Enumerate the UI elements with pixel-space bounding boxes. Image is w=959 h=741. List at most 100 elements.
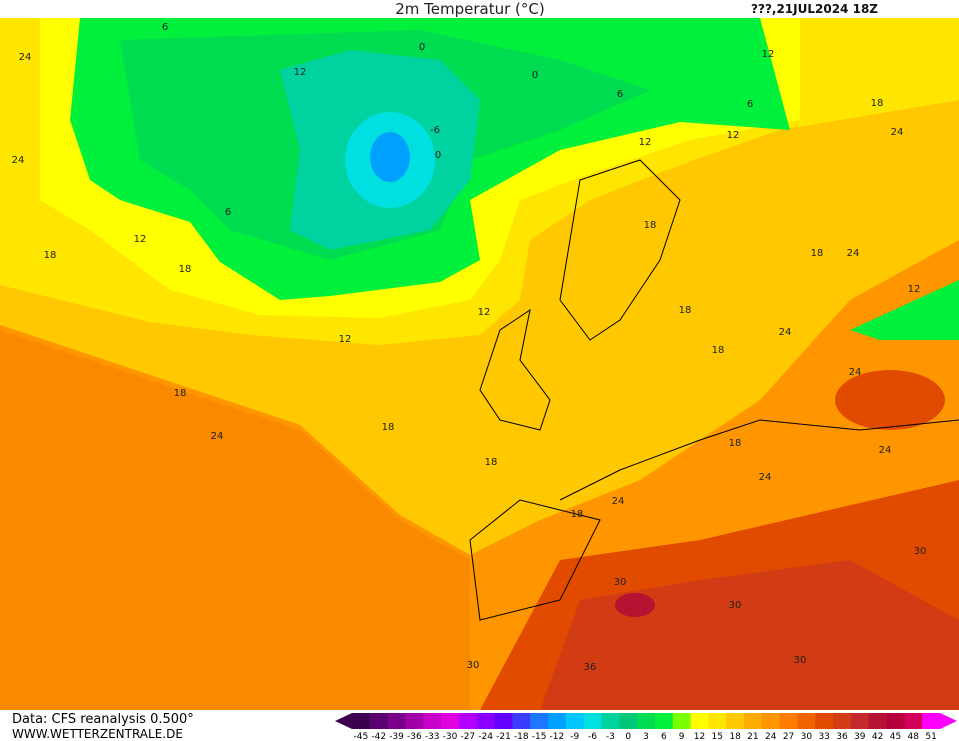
contour-label: 18 [679, 305, 692, 316]
contour-label: 24 [779, 327, 792, 338]
contour-label: 36 [584, 662, 597, 673]
scale-label: 51 [925, 732, 936, 741]
scale-label: -18 [514, 732, 529, 741]
scale-label: -15 [532, 732, 547, 741]
contour-label: 12 [134, 234, 147, 245]
scale-label: 15 [712, 732, 723, 741]
contour-label: 30 [729, 600, 742, 611]
scale-swatch [512, 713, 531, 729]
contour-label: 12 [478, 307, 491, 318]
scale-swatch [441, 713, 460, 729]
scale-swatch [922, 713, 941, 729]
scale-swatch [886, 713, 905, 729]
contour-label: 18 [871, 98, 884, 109]
scale-arrow-right [940, 713, 957, 729]
scale-swatch [387, 713, 406, 729]
scale-label: 33 [818, 732, 829, 741]
contour-label: 18 [811, 248, 824, 259]
scale-swatch [583, 713, 602, 729]
scale-label: -21 [496, 732, 511, 741]
scale-label: -24 [478, 732, 493, 741]
contour-label: 6 [747, 99, 753, 110]
contour-label: 24 [19, 52, 32, 63]
scale-label: -3 [606, 732, 615, 741]
scale-swatch [565, 713, 585, 729]
contour-label: 30 [914, 546, 927, 557]
scale-swatch [619, 713, 638, 729]
contour-label: 24 [849, 367, 862, 378]
scale-swatch [690, 713, 709, 729]
contour-label: 6 [162, 22, 168, 33]
title-bar [0, 0, 959, 18]
contour-label: 30 [614, 577, 627, 588]
scale-swatch [726, 713, 745, 729]
scale-swatch [797, 713, 816, 729]
scale-label: -39 [389, 732, 404, 741]
contour-label: 12 [339, 334, 352, 345]
scale-label: 48 [908, 732, 920, 741]
contour-label: 18 [729, 438, 742, 449]
contour-label: 18 [712, 345, 725, 356]
scale-label: -6 [588, 732, 597, 741]
contour-label: 24 [759, 472, 772, 483]
contour-label: 12 [294, 67, 307, 78]
scale-label: 12 [694, 732, 705, 741]
scale-label: 27 [783, 732, 794, 741]
color-scale: -45 -42 -39 -36 -33 -30 -27 -24 -21 -18 -15 -12 -9 -6… [335, 713, 957, 741]
contour-label: 18 [382, 422, 395, 433]
contour-label: 30 [467, 660, 480, 671]
scale-label: 45 [890, 732, 901, 741]
map-title: 2m Temperatur (°C) [395, 0, 545, 18]
contour-labels: 24 6 12 24 12 18 18 6 0 0 -6 0 6 6 12 12 12 18 24 18 18 24 12 1… [12, 22, 927, 673]
contour-label: -6 [430, 125, 440, 136]
contour-label: 6 [225, 207, 231, 218]
scale-label: -12 [550, 732, 565, 741]
scale-swatch [904, 713, 923, 729]
contour-label: 30 [794, 655, 807, 666]
contour-label: 24 [12, 155, 25, 166]
contour-label: 24 [891, 127, 904, 138]
contour-label: 18 [174, 388, 187, 399]
scale-label: 30 [801, 732, 813, 741]
data-source: Data: CFS reanalysis 0.500° [12, 712, 194, 727]
scale-swatch [352, 713, 371, 729]
site-name: WWW.WETTERZENTRALE.DE [12, 727, 183, 741]
scale-label: -33 [425, 732, 440, 741]
scale-swatch [548, 713, 567, 729]
contour-label: 0 [419, 42, 425, 53]
contour-label: 18 [485, 457, 498, 468]
scale-label: 42 [872, 732, 883, 741]
scale-swatch [708, 713, 727, 729]
scale-swatch [868, 713, 888, 729]
run-time: ???,21JUL2024 18Z [751, 2, 878, 16]
contour-label: 18 [44, 250, 57, 261]
contour-label: 12 [639, 137, 652, 148]
scale-swatch [601, 713, 620, 729]
contour-label: 0 [435, 150, 441, 161]
contour-label: 24 [847, 248, 860, 259]
scale-swatch [761, 713, 781, 729]
scale-label: 21 [747, 732, 758, 741]
scale-label: 39 [854, 732, 866, 741]
scale-label: -45 [354, 732, 369, 741]
scale-label: -42 [371, 732, 386, 741]
contour-label: 18 [571, 509, 584, 520]
scale-swatch [815, 713, 834, 729]
scale-swatch [369, 713, 389, 729]
scale-label: 9 [679, 732, 685, 741]
scale-swatch [637, 713, 656, 729]
scale-swatch [530, 713, 549, 729]
scale-label: -30 [443, 732, 458, 741]
contour-label: 0 [532, 70, 538, 81]
scale-swatch [405, 713, 424, 729]
contour-label: 6 [617, 89, 623, 100]
scale-swatch [833, 713, 852, 729]
contour-label: 18 [179, 264, 192, 275]
contour-label: 18 [644, 220, 657, 231]
scale-swatch [850, 713, 870, 729]
scale-swatch [423, 713, 442, 729]
scale-swatch [744, 713, 763, 729]
scale-swatch [779, 713, 798, 729]
contour-label: 12 [908, 284, 921, 295]
